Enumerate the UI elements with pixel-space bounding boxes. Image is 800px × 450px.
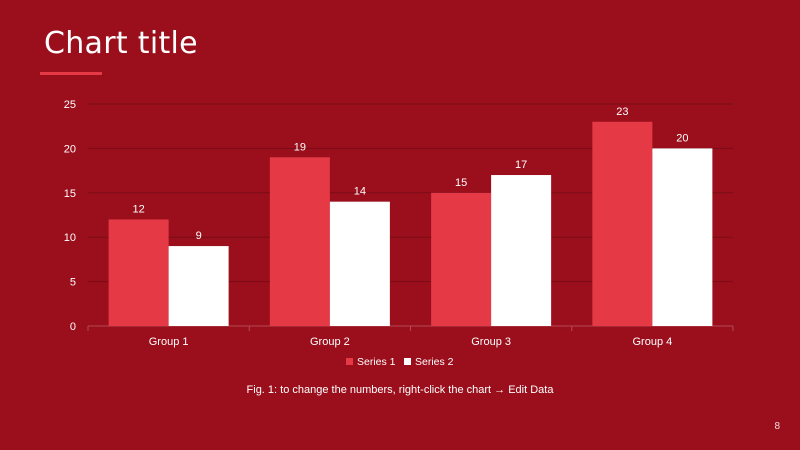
page-number: 8 bbox=[774, 421, 780, 432]
data-label: 15 bbox=[455, 177, 467, 189]
legend-swatch-series-1 bbox=[346, 358, 353, 365]
data-label: 20 bbox=[676, 132, 688, 144]
bar-2-1 bbox=[168, 246, 229, 326]
y-tick-label: 10 bbox=[64, 232, 76, 244]
title-accent-rule bbox=[40, 72, 102, 75]
figure-caption: Fig. 1: to change the numbers, right-cli… bbox=[246, 384, 554, 396]
bar-2-3 bbox=[491, 175, 552, 326]
bar-1-1 bbox=[108, 219, 169, 326]
legend-label-series-2: Series 2 bbox=[415, 356, 454, 368]
bar-2-4 bbox=[652, 148, 713, 326]
y-tick-label: 0 bbox=[70, 321, 76, 333]
y-tick-label: 15 bbox=[64, 188, 76, 200]
y-tick-label: 25 bbox=[64, 99, 76, 111]
data-label: 17 bbox=[515, 159, 527, 171]
data-label: 12 bbox=[133, 203, 145, 215]
chart-title: Chart title bbox=[44, 26, 198, 61]
bar-1-4 bbox=[592, 121, 653, 326]
legend-label-series-1: Series 1 bbox=[357, 356, 396, 368]
y-tick-label: 20 bbox=[64, 143, 76, 155]
data-label: 9 bbox=[196, 230, 202, 242]
x-tick-label: Group 2 bbox=[310, 336, 350, 348]
data-label: 23 bbox=[616, 106, 628, 118]
data-label: 14 bbox=[354, 186, 366, 198]
x-tick-label: Group 1 bbox=[149, 336, 189, 348]
x-tick-label: Group 4 bbox=[633, 336, 673, 348]
bar-1-3 bbox=[431, 192, 492, 326]
x-tick-label: Group 3 bbox=[471, 336, 511, 348]
legend-swatch-series-2 bbox=[404, 358, 411, 365]
bar-1-2 bbox=[269, 157, 330, 326]
y-tick-label: 5 bbox=[70, 277, 76, 289]
data-label: 19 bbox=[294, 141, 306, 153]
bar-2-2 bbox=[329, 201, 390, 326]
